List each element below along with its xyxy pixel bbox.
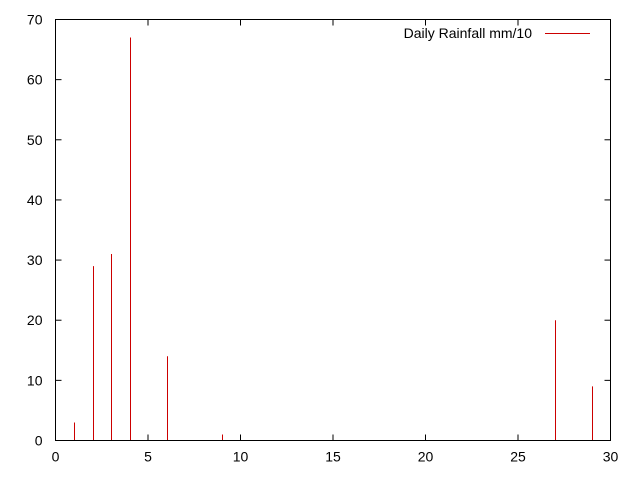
x-tick-label: 15 — [325, 449, 341, 465]
y-tick-label: 70 — [27, 12, 43, 28]
x-tick-label: 30 — [603, 449, 619, 465]
y-axis-ticks: 0 10 20 30 40 50 60 70 — [27, 12, 611, 449]
x-tick-label: 10 — [233, 449, 249, 465]
x-tick-label: 25 — [510, 449, 526, 465]
y-tick-label: 30 — [27, 252, 43, 268]
y-tick-label: 20 — [27, 312, 43, 328]
x-tick-label: 20 — [418, 449, 434, 465]
data-bars — [74, 37, 593, 441]
y-tick-label: 0 — [35, 433, 43, 449]
x-tick-label: 5 — [144, 449, 152, 465]
legend-label: Daily Rainfall mm/10 — [404, 25, 533, 41]
x-axis-ticks: 0 5 10 15 20 25 30 — [52, 19, 619, 465]
legend: Daily Rainfall mm/10 — [404, 25, 590, 41]
y-tick-label: 50 — [27, 132, 43, 148]
x-tick-label: 0 — [52, 449, 60, 465]
y-tick-label: 10 — [27, 372, 43, 388]
y-tick-label: 40 — [27, 192, 43, 208]
y-tick-label: 60 — [27, 72, 43, 88]
